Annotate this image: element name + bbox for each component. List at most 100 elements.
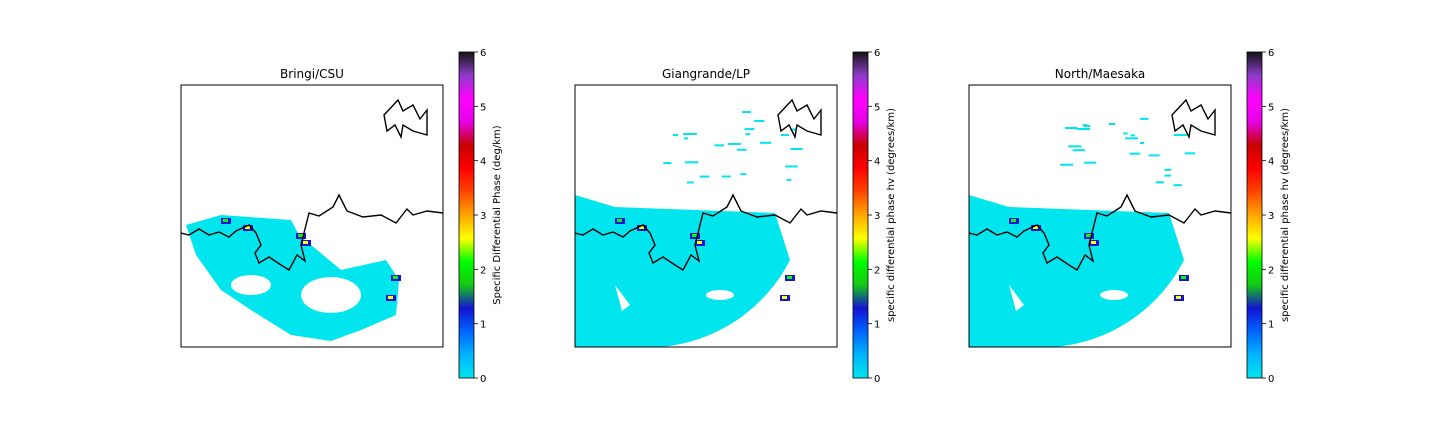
axes-frame	[968, 84, 1232, 348]
colorbar-tick-label: 3	[874, 211, 880, 222]
echo-pixel	[780, 133, 790, 136]
colorbar-tick-label: 4	[874, 157, 880, 168]
panel-title: Bringi/CSU	[280, 67, 344, 81]
colorbar-tick-label: 6	[480, 48, 486, 59]
echo-cell	[1086, 234, 1091, 237]
panel-3: North/Maesaka 0 1 2 3 4 5 6 specific differentia…	[968, 48, 1291, 385]
colorbar-label: specific differential phase hv (degrees/…	[1280, 108, 1291, 322]
echo-cell	[303, 241, 308, 244]
echo-pixel	[727, 142, 741, 145]
echo-pixel	[1125, 137, 1139, 140]
echo-cell	[782, 296, 787, 299]
colorbar-tick-label: 2	[874, 265, 880, 276]
echo-pixel	[1184, 152, 1196, 155]
panel-title: North/Maesaka	[1055, 67, 1145, 81]
colorbar-tick-label: 5	[480, 102, 486, 113]
colorbar-tick-label: 5	[874, 102, 880, 113]
colorbar-tick-label: 4	[1268, 157, 1274, 168]
echo-cell	[1091, 241, 1096, 244]
kdp-sector	[186, 215, 399, 341]
echo-pixel	[744, 128, 755, 131]
echo-pixel	[686, 181, 694, 184]
echo-pixel	[1148, 154, 1160, 157]
echo-pixel	[1068, 145, 1082, 148]
echo-cell	[1011, 219, 1016, 222]
echo-cell	[1033, 226, 1038, 229]
coastline	[181, 193, 443, 271]
echo-pixel	[1164, 168, 1172, 171]
echo-cell	[393, 276, 398, 279]
echo-cell	[639, 226, 644, 229]
panel-1: Bringi/CSU 0 1 2 3 4 5 6 Specific Differential P…	[180, 48, 503, 385]
coastline-island	[777, 98, 822, 140]
echo-cell	[223, 219, 228, 222]
echo-cell	[697, 241, 702, 244]
echo-pixel	[1076, 128, 1090, 131]
echo-pixel	[1123, 132, 1128, 135]
colorbar-tick-label: 4	[480, 157, 486, 168]
kdp-field	[575, 111, 803, 347]
echo-pixel	[1083, 125, 1091, 128]
colorbar-tick-label: 1	[480, 320, 486, 331]
echo-pixel	[672, 134, 679, 137]
kdp-sector	[575, 195, 790, 347]
colorbar	[458, 51, 475, 379]
data-gap	[706, 290, 734, 300]
echo-pixel	[745, 133, 751, 136]
colorbar-tick-label: 0	[480, 374, 486, 385]
echo-pixel	[1155, 181, 1164, 184]
echo-pixel	[786, 178, 792, 181]
colorbar-tick-label: 1	[874, 320, 880, 331]
echo-pixel	[1084, 161, 1097, 164]
echo-pixel	[1130, 134, 1135, 137]
echo-pixel	[1140, 117, 1149, 120]
data-gap	[1009, 285, 1024, 311]
echo-pixel	[699, 175, 710, 178]
data-gap	[1100, 290, 1128, 300]
colorbar-tick-label: 3	[1268, 211, 1274, 222]
echo-cell	[617, 219, 622, 222]
colorbar-tick-label: 2	[1268, 265, 1274, 276]
echo-pixel	[721, 175, 731, 178]
echo-pixel	[790, 148, 803, 151]
echo-pixel	[1072, 149, 1086, 152]
echo-cell	[245, 226, 250, 229]
panel-2: Giangrande/LP 0 1 2 3 4 5 6 specific differentia…	[574, 48, 897, 385]
kdp-field	[186, 215, 401, 341]
colorbar-tick-label: 6	[874, 48, 880, 59]
coastline-island	[383, 98, 428, 140]
echo-pixel	[790, 128, 797, 131]
coastline-island	[1171, 98, 1216, 140]
echo-pixel	[1064, 127, 1078, 130]
colorbar-tick-label: 0	[1268, 374, 1274, 385]
panel-title: Giangrande/LP	[662, 67, 750, 81]
echo-cell	[388, 296, 393, 299]
colorbar	[1246, 51, 1263, 379]
colorbar-label: specific differential phase hv (degrees/…	[886, 108, 897, 322]
colorbar-tick-label: 2	[480, 265, 486, 276]
data-gap	[301, 277, 361, 313]
data-gap	[615, 285, 630, 311]
axes-frame	[574, 84, 838, 348]
data-gap	[231, 275, 271, 295]
axes-frame	[180, 84, 444, 348]
echo-cell	[1181, 276, 1186, 279]
echo-pixel	[1129, 152, 1141, 155]
echo-pixel	[742, 111, 752, 114]
echo-pixel	[1164, 174, 1172, 177]
echo-pixel	[785, 165, 798, 168]
echo-pixel	[740, 173, 747, 176]
colorbar-label: Specific Differential Phase (deg/km)	[492, 125, 503, 304]
echo-cell	[298, 234, 303, 237]
echo-cell	[1176, 296, 1181, 299]
colorbar-tick-label: 0	[874, 374, 880, 385]
kdp-sector	[969, 195, 1184, 347]
echo-pixel	[1108, 122, 1116, 125]
colorbar-tick-label: 5	[1268, 102, 1274, 113]
echo-pixel	[683, 137, 689, 140]
echo-pixel	[1139, 142, 1144, 145]
colorbar	[852, 51, 869, 379]
echo-pixel	[760, 141, 772, 144]
colorbar-tick-label: 3	[480, 211, 486, 222]
